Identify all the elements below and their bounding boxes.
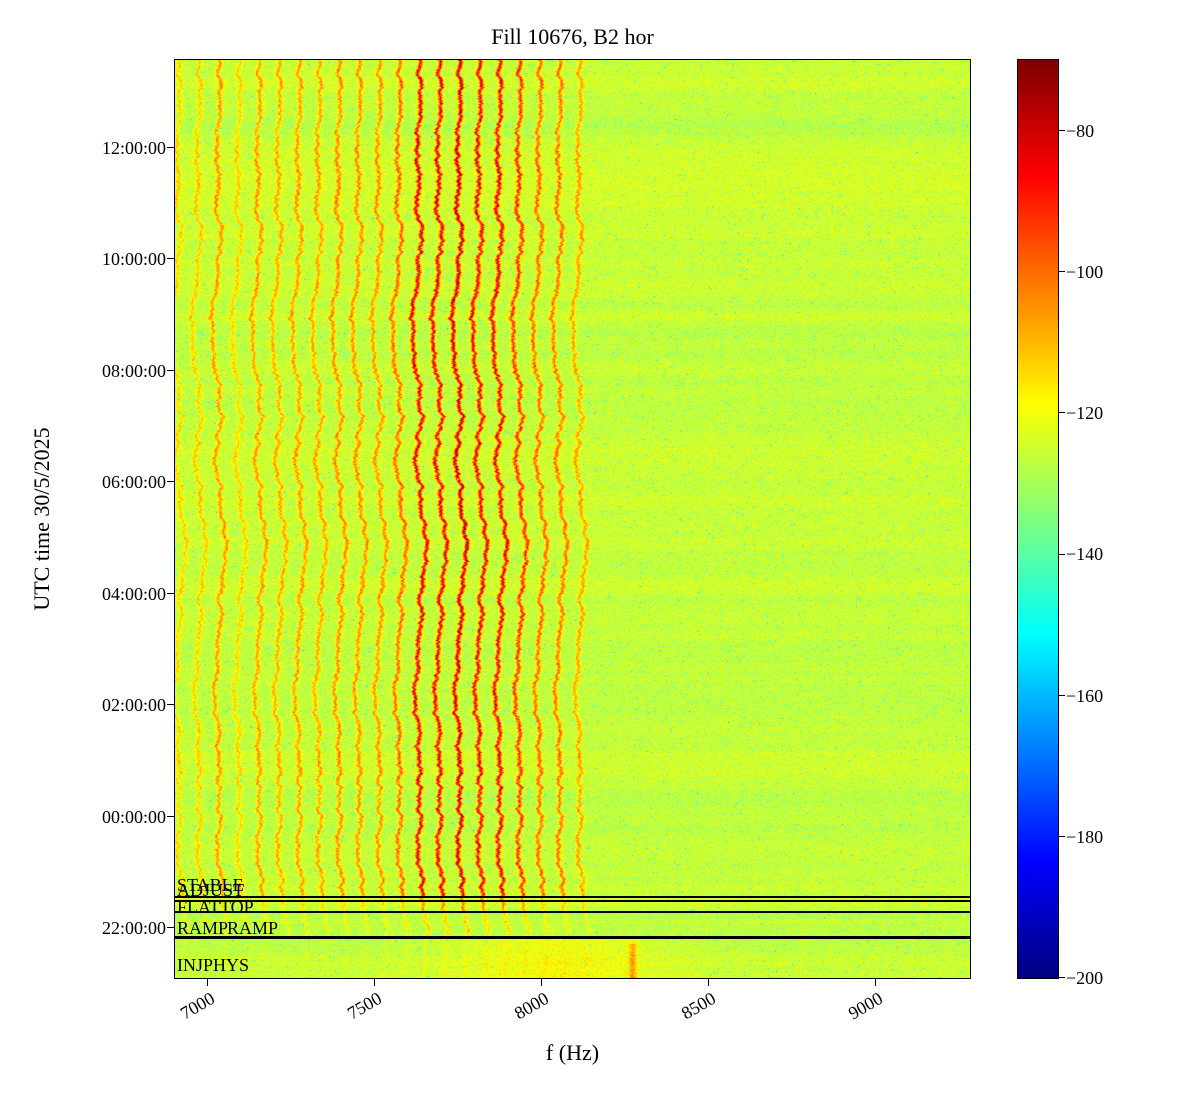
beam-mode-line-flattop <box>175 911 970 913</box>
x-tick-mark <box>541 979 543 986</box>
beam-mode-line-ramp <box>175 936 970 939</box>
y-tick-mark <box>167 370 174 372</box>
beam-mode-label-adjust: ADJUST <box>177 880 245 900</box>
colorbar-tick-label: −200 <box>1066 968 1104 988</box>
colorbar-tick-mark <box>1059 836 1065 838</box>
plot-area: STABLE ADJUST FLATTOP RAMP RAMP INJPHYS <box>174 59 971 979</box>
colorbar-tick-mark <box>1059 130 1065 132</box>
colorbar-gradient-canvas <box>1018 60 1058 978</box>
beam-mode-line-stable <box>175 896 970 898</box>
colorbar-tick-mark <box>1059 977 1065 979</box>
chart-title: Fill 10676, B2 hor <box>491 24 654 49</box>
y-tick-label: 22:00:00 <box>101 918 166 938</box>
x-tick-label: 7500 <box>343 988 385 1024</box>
beam-mode-label-stable: STABLE <box>177 875 244 895</box>
y-tick-mark <box>167 481 174 483</box>
colorbar-tick-mark <box>1059 271 1065 273</box>
y-tick-mark <box>167 258 174 260</box>
y-tick-label: 10:00:00 <box>101 249 166 269</box>
y-tick-label: 00:00:00 <box>101 807 166 827</box>
y-tick-label: 02:00:00 <box>101 695 166 715</box>
y-tick-label: 08:00:00 <box>101 361 166 381</box>
colorbar-tick-label: −80 <box>1066 121 1095 141</box>
y-tick-mark <box>167 704 174 706</box>
x-axis-label: f (Hz) <box>545 1040 600 1065</box>
beam-mode-label-ramp: RAMP <box>177 918 229 938</box>
colorbar-tick-label: −100 <box>1066 262 1104 282</box>
beam-mode-label-injphys: INJPHYS <box>177 955 250 975</box>
y-tick-label: 04:00:00 <box>101 584 166 604</box>
y-axis-label: UTC time 30/5/2025 <box>29 427 54 611</box>
colorbar-tick-label: −140 <box>1066 544 1104 564</box>
colorbar-tick-mark <box>1059 695 1065 697</box>
colorbar <box>1017 59 1059 979</box>
y-tick-mark <box>167 147 174 149</box>
y-tick-label: 12:00:00 <box>101 138 166 158</box>
y-tick-mark <box>167 593 174 595</box>
colorbar-tick-mark <box>1059 554 1065 556</box>
x-tick-label: 8000 <box>510 988 552 1024</box>
colorbar-tick-label: −180 <box>1066 827 1104 847</box>
spectrogram-canvas <box>175 60 970 978</box>
colorbar-tick-mark <box>1059 412 1065 414</box>
beam-mode-line-adjust <box>175 900 970 902</box>
x-tick-label: 8500 <box>677 988 719 1024</box>
beam-mode-label-ramp-2: RAMP <box>227 918 279 938</box>
beam-mode-label-flattop: FLATTOP <box>177 897 254 917</box>
colorbar-tick-label: −160 <box>1066 686 1104 706</box>
x-tick-label: 7000 <box>176 988 218 1024</box>
y-tick-mark <box>167 927 174 929</box>
y-tick-mark <box>167 816 174 818</box>
colorbar-tick-label: −120 <box>1066 403 1104 423</box>
y-tick-label: 06:00:00 <box>101 472 166 492</box>
x-tick-label: 9000 <box>844 988 886 1024</box>
x-tick-mark <box>207 979 209 986</box>
x-tick-mark <box>875 979 877 986</box>
x-tick-mark <box>374 979 376 986</box>
x-tick-mark <box>708 979 710 986</box>
